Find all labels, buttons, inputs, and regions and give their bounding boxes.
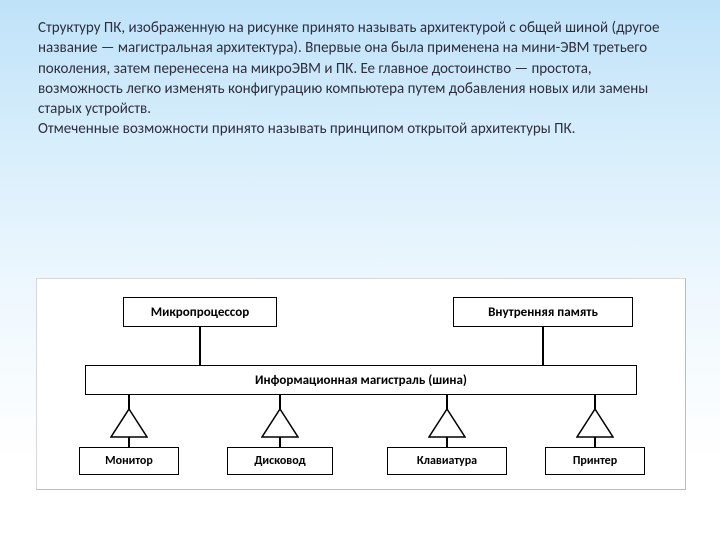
- paragraph-2: Отмеченные возможности принято называть …: [38, 119, 678, 139]
- triangle-icon: [428, 408, 466, 438]
- edge-bus-printer-a: [594, 395, 596, 409]
- triangle-icon: [261, 408, 299, 438]
- triangle-icon: [110, 408, 148, 438]
- node-keyboard: Клавиатура: [387, 447, 507, 475]
- edge-memory-bus: [542, 327, 544, 365]
- node-monitor: Монитор: [79, 447, 179, 475]
- node-bus: Информационная магистраль (шина): [85, 365, 637, 395]
- paragraph-1: Структуру ПК, изображенную на рисунке пр…: [38, 18, 678, 119]
- edge-cpu-bus: [199, 327, 201, 365]
- edge-bus-keyboard-a: [446, 395, 448, 409]
- node-drive: Дисковод: [227, 447, 333, 475]
- edge-bus-monitor-a: [128, 395, 130, 409]
- node-memory: Внутренняя память: [453, 297, 633, 327]
- edge-bus-printer-b: [594, 437, 596, 447]
- architecture-diagram: Микропроцессор Внутренняя память Информа…: [36, 278, 686, 490]
- body-text: Структуру ПК, изображенную на рисунке пр…: [38, 18, 678, 140]
- node-printer: Принтер: [545, 447, 645, 475]
- node-cpu: Микропроцессор: [123, 297, 277, 327]
- edge-bus-monitor-b: [128, 437, 130, 447]
- edge-bus-keyboard-b: [446, 437, 448, 447]
- edge-bus-drive-b: [279, 437, 281, 447]
- triangle-icon: [576, 408, 614, 438]
- edge-bus-drive-a: [279, 395, 281, 409]
